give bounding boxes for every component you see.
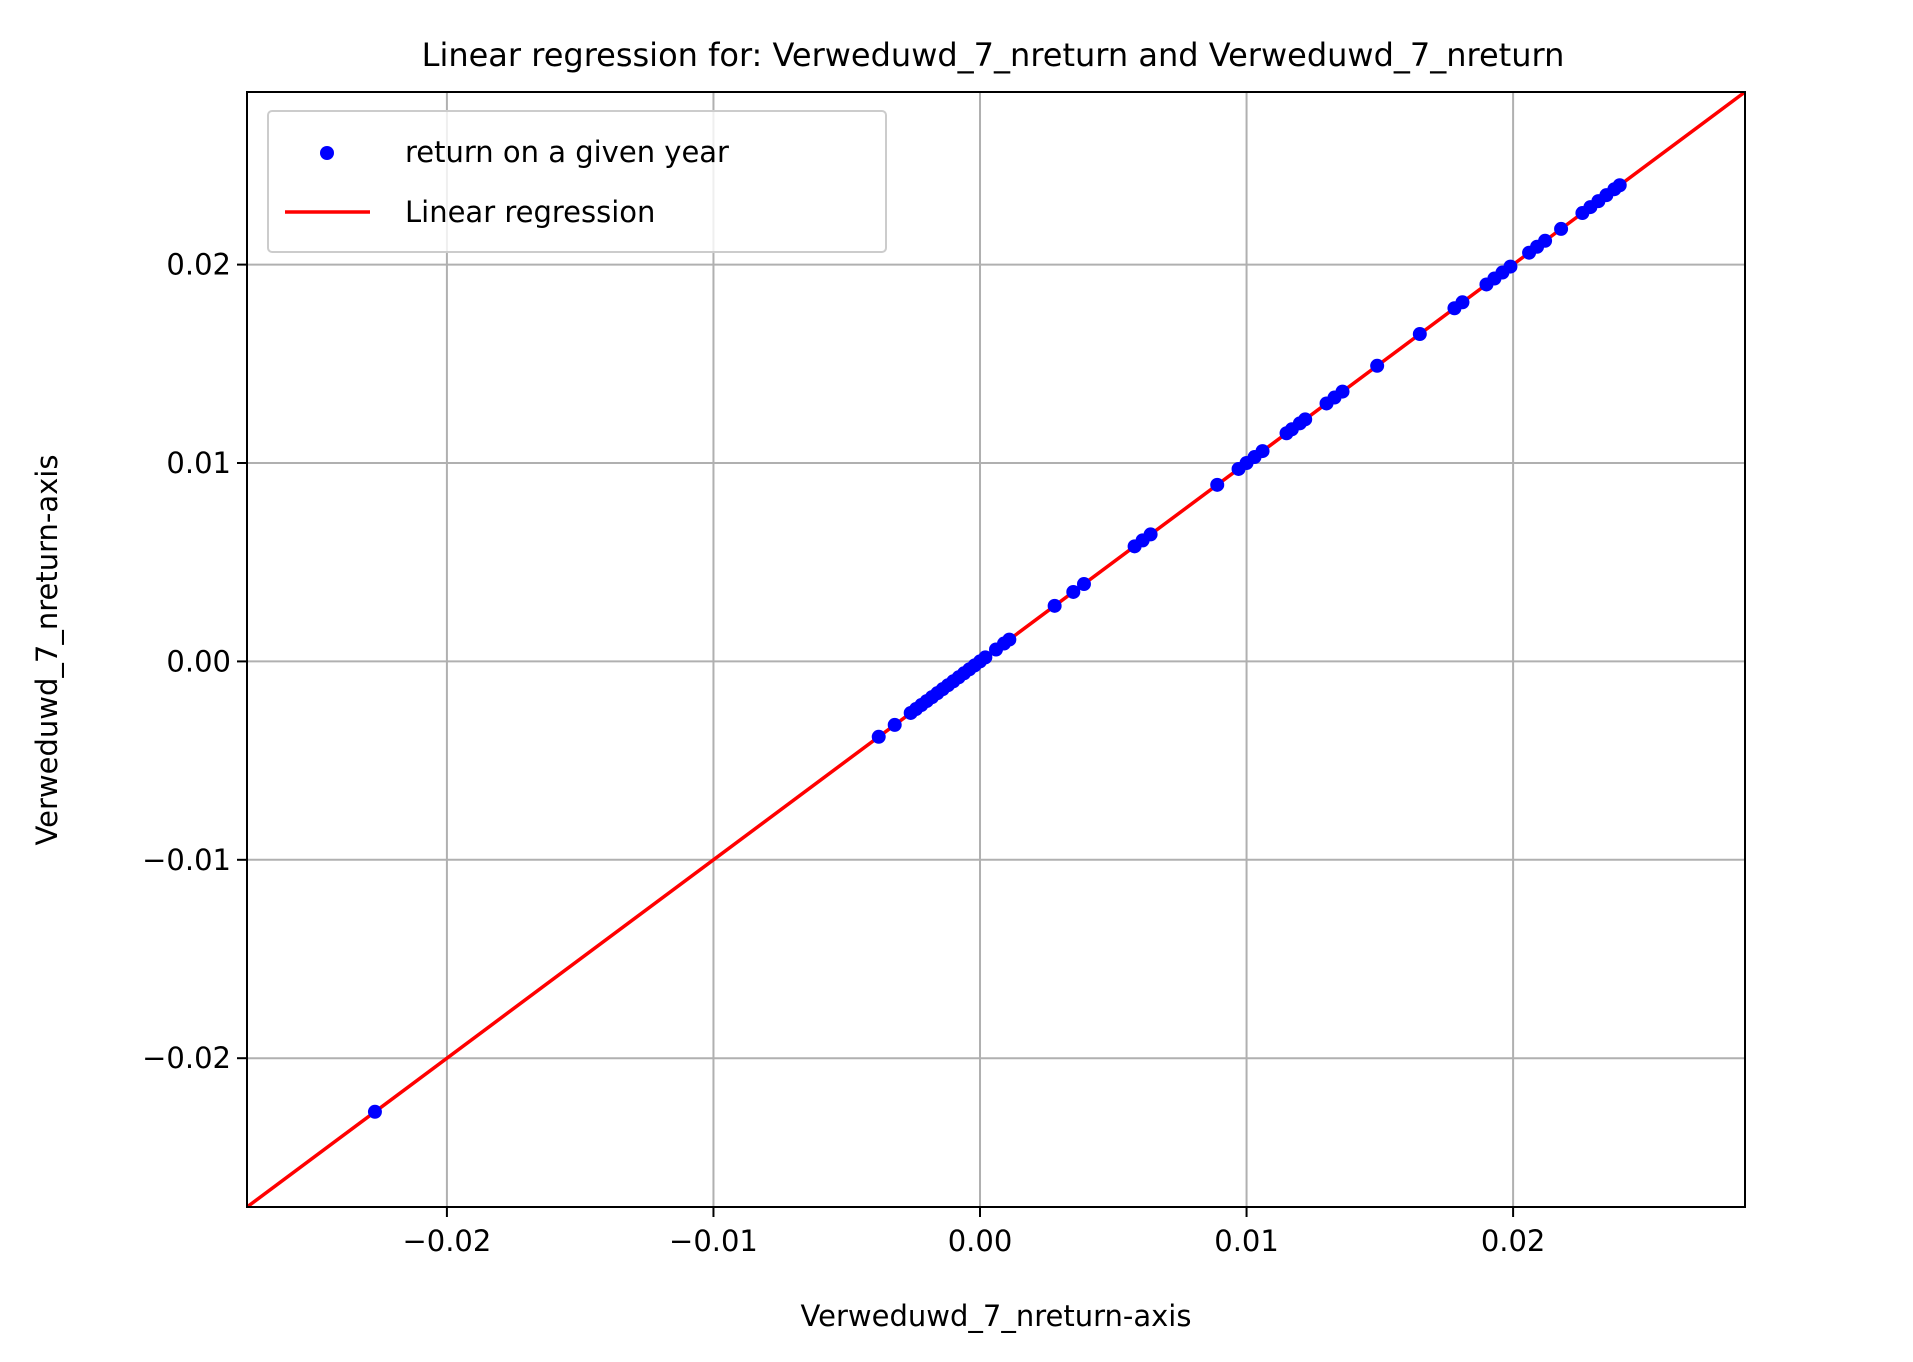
scatter-point (978, 650, 993, 665)
scatter-point (1335, 384, 1350, 399)
scatter-point (1066, 584, 1081, 599)
scatter-point (1554, 221, 1569, 236)
scatter-point (1455, 295, 1470, 310)
x-tick-label: 0.01 (1214, 1224, 1279, 1258)
y-tick-label: 0.00 (166, 644, 231, 678)
x-axis-label: Verweduwd_7_nreturn-axis (801, 1299, 1192, 1333)
y-tick-label: −0.02 (142, 1041, 231, 1075)
scatter-point (1076, 577, 1091, 592)
scatter-point (1412, 327, 1427, 342)
plot-area: −0.02 −0.01 0.00 0.01 0.02 −0.02 −0.01 0.00 0.01… (142, 91, 1746, 1258)
chart-title: Linear regression for: Verweduwd_7_nretu… (422, 36, 1565, 74)
scatter-point (1002, 632, 1017, 647)
scatter-point (1047, 598, 1062, 613)
x-tick-label: 0.02 (1481, 1224, 1546, 1258)
legend-label-line: Linear regression (405, 195, 655, 229)
axes-frame (246, 91, 1746, 1208)
scatter-point (1370, 358, 1385, 373)
y-axis-label: Verweduwd_7_nreturn-axis (30, 455, 64, 846)
x-tick-label: −0.02 (402, 1224, 491, 1258)
legend-marker-scatter (320, 146, 334, 160)
data-series (247, 92, 1745, 1207)
x-tick-label: −0.01 (669, 1224, 758, 1258)
scatter-point (1143, 527, 1158, 542)
axis-ticks: −0.02 −0.01 0.00 0.01 0.02 −0.02 −0.01 0.00 0.01… (142, 248, 1545, 1258)
y-tick-label: 0.01 (166, 446, 231, 480)
legend-label-scatter: return on a given year (405, 135, 729, 169)
scatter-point (1538, 233, 1553, 248)
scatter-point (871, 729, 886, 744)
y-tick-label: −0.01 (142, 843, 231, 877)
scatter-point (1255, 444, 1270, 459)
y-tick-label: 0.02 (166, 248, 231, 282)
scatter-point (1503, 259, 1518, 274)
legend-box (267, 110, 887, 253)
scatter-point (1210, 477, 1225, 492)
scatter-point (1298, 412, 1313, 427)
scatter-point (1612, 178, 1627, 193)
scatter-point (887, 717, 902, 732)
scatter-point (367, 1104, 382, 1119)
legend: return on a given year Linear regression (267, 110, 887, 253)
x-tick-label: 0.00 (948, 1224, 1013, 1258)
grid (247, 92, 1745, 1207)
